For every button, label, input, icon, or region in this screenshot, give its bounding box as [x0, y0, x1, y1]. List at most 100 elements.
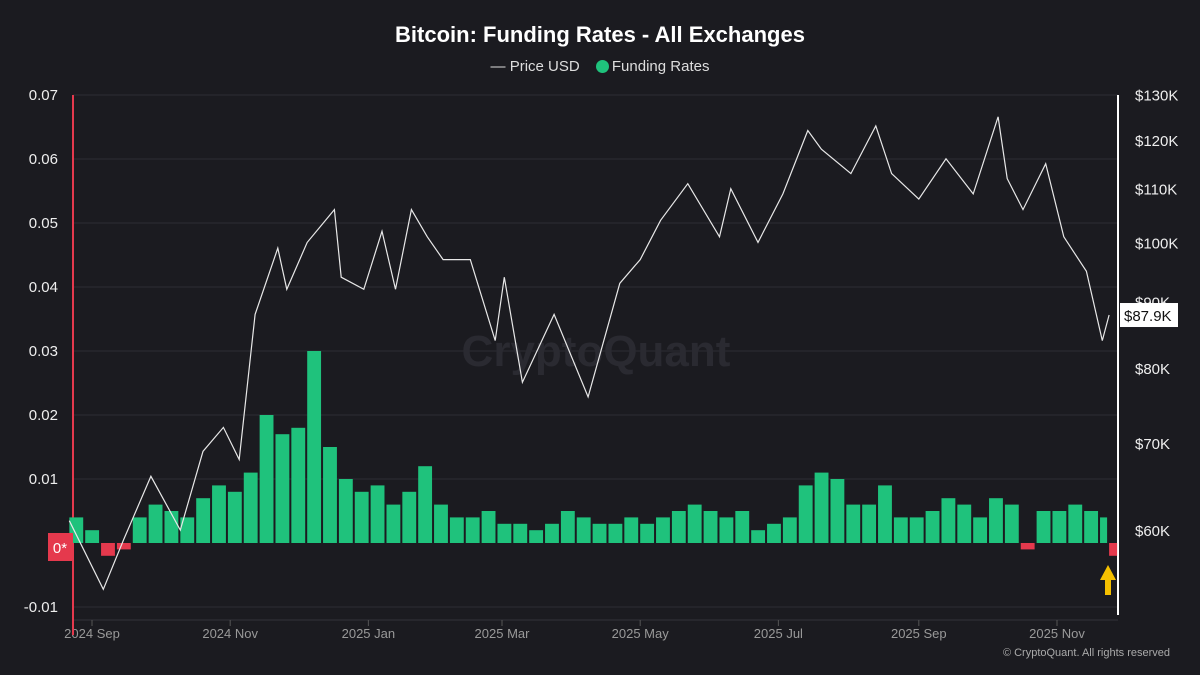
- x-tick-label: 2024 Sep: [64, 626, 120, 641]
- left-tick-label: 0.07: [29, 87, 58, 104]
- funding-bar: [719, 517, 734, 543]
- funding-bar: [545, 523, 559, 543]
- funding-bar: [323, 447, 337, 543]
- funding-bar: [338, 479, 353, 543]
- funding-bar: [116, 543, 131, 550]
- funding-bar: [164, 511, 179, 543]
- x-tick-label: 2025 Jan: [342, 626, 396, 641]
- funding-bar: [180, 517, 195, 543]
- funding-bar: [560, 511, 575, 543]
- funding-bar: [1068, 504, 1083, 543]
- funding-bar: [497, 523, 512, 543]
- left-tick-label: 0.04: [29, 279, 58, 296]
- funding-bar: [798, 485, 813, 543]
- funding-bar: [513, 523, 528, 543]
- funding-bar: [909, 517, 924, 543]
- funding-bar: [354, 491, 369, 543]
- legend-price-line-icon: —: [490, 58, 506, 75]
- x-tick-label: 2024 Nov: [202, 626, 258, 641]
- funding-bar: [830, 479, 845, 543]
- funding-bar: [767, 523, 781, 543]
- funding-bar: [989, 498, 1003, 543]
- right-tick-label: $120K: [1135, 133, 1178, 150]
- funding-bar: [687, 504, 702, 543]
- legend: — Price USD Funding Rates: [0, 58, 1200, 75]
- funding-bar: [386, 504, 401, 543]
- left-tick-label: 0.05: [29, 215, 58, 232]
- funding-bar: [434, 504, 448, 543]
- legend-funding[interactable]: Funding Rates: [611, 58, 710, 75]
- right-tick-label: $110K: [1135, 182, 1177, 199]
- funding-bar: [1004, 504, 1019, 543]
- funding-bar: [370, 485, 385, 543]
- funding-bar: [640, 523, 655, 543]
- funding-bar: [275, 434, 290, 543]
- funding-bar: [814, 472, 829, 543]
- funding-bar: [941, 498, 956, 543]
- funding-bar: [703, 511, 718, 543]
- left-tick-label: -0.01: [24, 599, 58, 616]
- right-tick-label: $80K: [1135, 361, 1170, 378]
- x-tick-label: 2025 Sep: [891, 626, 947, 641]
- funding-bar: [1100, 517, 1108, 543]
- funding-bar: [1084, 511, 1099, 543]
- funding-bar: [212, 485, 226, 543]
- funding-bar: [243, 472, 258, 543]
- funding-bar: [735, 511, 750, 543]
- funding-bar: [751, 530, 766, 543]
- x-tick-label: 2025 May: [612, 626, 670, 641]
- funding-bar: [1020, 543, 1035, 550]
- legend-funding-dot-icon: [595, 60, 609, 73]
- up-arrow-icon: [1100, 565, 1116, 595]
- funding-bar: [925, 511, 940, 543]
- right-tick-label: $60K: [1135, 523, 1170, 540]
- funding-bar: [608, 523, 623, 543]
- legend-price[interactable]: Price USD: [509, 58, 580, 75]
- funding-bar: [148, 504, 163, 543]
- funding-bar: [196, 498, 211, 543]
- funding-bar: [846, 504, 861, 543]
- left-tick-label: 0.01: [29, 471, 58, 488]
- last-price-label-bg: [1120, 303, 1178, 328]
- right-tick-label: $100K: [1135, 235, 1178, 252]
- chart-title: Bitcoin: Funding Rates - All Exchanges: [395, 22, 805, 47]
- x-tick-label: 2025 Mar: [475, 626, 531, 641]
- funding-bar: [1036, 511, 1051, 543]
- funding-bar: [402, 491, 417, 543]
- funding-bar: [418, 466, 433, 543]
- x-tick-label: 2025 Jul: [754, 626, 803, 641]
- price-line: [68, 116, 1110, 591]
- funding-bar: [862, 504, 877, 543]
- funding-bar: [957, 504, 972, 543]
- left-tick-label: 0.06: [29, 151, 58, 168]
- funding-bar: [465, 517, 480, 543]
- left-tick-label: 0.02: [29, 407, 58, 424]
- zero-label: 0*: [53, 540, 67, 557]
- funding-bar: [656, 517, 670, 543]
- last-price-label: $87.9K: [1124, 308, 1172, 325]
- funding-bar: [878, 485, 892, 543]
- funding-bar: [307, 351, 322, 543]
- copyright-footer: © CryptoQuant. All rights reserved: [1002, 647, 1170, 659]
- funding-bar: [85, 530, 100, 543]
- funding-bar: [101, 543, 115, 556]
- zero-label-bg: [48, 533, 73, 561]
- funding-bar: [1109, 543, 1118, 556]
- funding-bar: [973, 517, 988, 543]
- right-tick-label: $70K: [1135, 436, 1170, 453]
- funding-bar: [893, 517, 908, 543]
- funding-bar: [529, 530, 544, 543]
- funding-bar: [624, 517, 639, 543]
- funding-bar: [1052, 511, 1067, 543]
- funding-bar: [782, 517, 797, 543]
- x-tick-label: 2025 Nov: [1029, 626, 1085, 641]
- funding-bar: [671, 511, 686, 543]
- funding-bar: [576, 517, 591, 543]
- funding-bar: [132, 517, 147, 543]
- funding-bar: [227, 491, 242, 543]
- funding-bar: [291, 427, 306, 543]
- funding-bar: [259, 415, 274, 543]
- funding-bar: [592, 523, 607, 543]
- left-tick-label: 0.03: [29, 343, 58, 360]
